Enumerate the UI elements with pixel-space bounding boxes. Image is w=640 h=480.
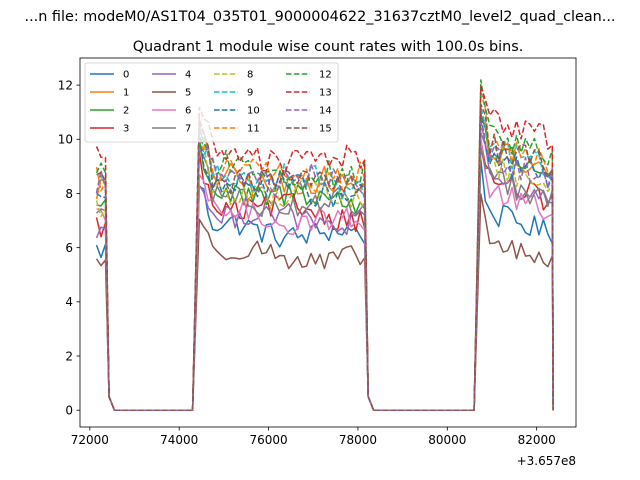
series-line-6 [96,137,554,411]
x-tick-label: 80000 [428,433,466,447]
x-tick-label: 76000 [249,433,287,447]
figure-suptitle: ...n file: modeM0/AS1T04_035T01_90000046… [25,9,616,25]
legend-label-7: 7 [185,124,191,135]
legend-label-12: 12 [319,70,332,81]
series-line-11 [95,91,554,411]
x-tick-label: 78000 [339,433,377,447]
y-tick-label: 4 [65,295,73,309]
legend-label-3: 3 [123,124,129,135]
legend-label-14: 14 [319,106,332,117]
legend-label-8: 8 [247,70,253,81]
legend-label-15: 15 [319,124,332,135]
series-line-7 [96,146,554,411]
series-line-13 [95,85,554,411]
x-tick-label: 74000 [160,433,198,447]
legend-frame [84,62,339,143]
legend-label-10: 10 [247,106,260,117]
legend-label-1: 1 [123,88,129,99]
legend-label-6: 6 [185,106,191,117]
series-line-0 [95,158,554,411]
legend-label-11: 11 [247,124,260,135]
x-axis-offset-label: +3.657e8 [517,454,576,468]
x-tick-label: 72000 [71,433,109,447]
chart-title: Quadrant 1 module wise count rates with … [133,39,524,55]
x-axis-ticks: 72000 74000 76000 78000 80000 82000 [71,427,556,447]
series-line-5 [95,193,554,411]
y-tick-label: 10 [58,133,73,147]
series-line-14 [95,118,554,411]
series-line-4 [95,131,554,411]
y-tick-label: 8 [65,187,73,201]
legend-label-9: 9 [247,88,253,99]
y-tick-label: 2 [65,349,73,363]
series-line-10 [96,112,554,411]
axes-frame [79,57,577,428]
series-layer [95,79,554,411]
legend-label-4: 4 [185,70,191,81]
legend-label-2: 2 [123,106,129,117]
x-tick-label: 82000 [518,433,556,447]
series-line-12 [95,79,554,411]
y-axis-ticks: 0 2 4 6 8 10 12 [58,78,80,418]
legend-label-13: 13 [319,88,332,99]
series-line-15 [96,103,554,411]
y-tick-label: 12 [58,78,73,92]
legend-label-5: 5 [185,88,191,99]
y-tick-label: 6 [65,241,73,255]
legend-label-0: 0 [123,70,129,81]
y-tick-label: 0 [65,404,73,418]
